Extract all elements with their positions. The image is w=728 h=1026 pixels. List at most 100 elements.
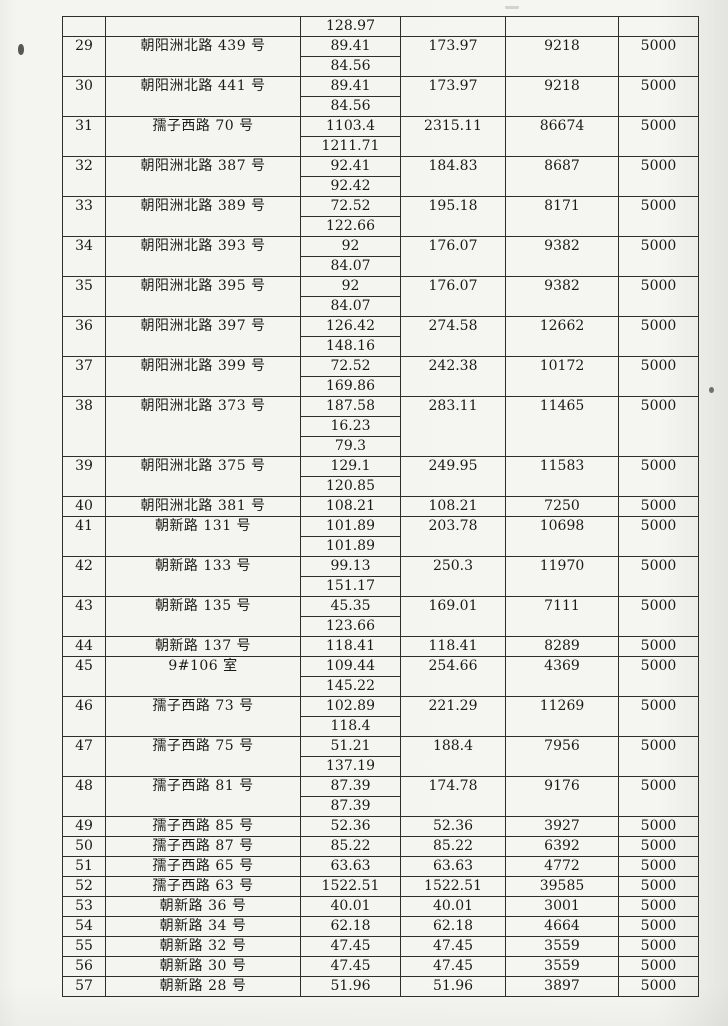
amount-cell: 86674 [505, 116, 619, 157]
table-row: 48 孺子西路 81 号 87.39 174.78 9176 5000 [62, 776, 699, 817]
table-row: 31 孺子西路 70 号 1103.4 2315.11 86674 5000 [62, 116, 699, 157]
amount-cell: 8687 [505, 156, 619, 197]
table-subrow: 137.19 [63, 756, 699, 777]
address-cell: 朝阳洲北路 439 号 [105, 36, 301, 77]
amount-cell [505, 16, 619, 37]
sub-area-cell: 72.52 [300, 356, 401, 377]
total-area-cell: 176.07 [400, 276, 506, 317]
sub-area-cell: 151.17 [300, 576, 401, 597]
total-area-cell: 62.18 [400, 916, 506, 937]
row-number-cell: 55 [62, 936, 106, 957]
fee-cell: 5000 [618, 596, 699, 637]
sub-area-cell: 137.19 [300, 756, 401, 777]
table-subrow: 169.86 [63, 376, 699, 397]
fee-cell: 5000 [618, 976, 699, 997]
sub-area-cell: 92 [300, 276, 401, 297]
sub-area-cell: 84.07 [300, 256, 401, 277]
table-row: 45 9#106 室 109.44 254.66 4369 5000 [62, 656, 699, 697]
address-cell: 朝新路 133 号 [105, 556, 301, 597]
row-number-cell: 49 [62, 816, 106, 837]
total-area-cell: 40.01 [400, 896, 506, 917]
table-subrow: 118.4 [63, 716, 699, 737]
table-row: 44 朝新路 137 号 118.41 118.41 8289 5000 [62, 636, 699, 657]
amount-cell: 9382 [505, 236, 619, 277]
row-number-cell: 34 [62, 236, 106, 277]
row-number-cell: 48 [62, 776, 106, 817]
row-number-cell: 36 [62, 316, 106, 357]
sub-area-cell: 122.66 [300, 216, 401, 237]
total-area-cell: 184.83 [400, 156, 506, 197]
amount-cell: 11269 [505, 696, 619, 737]
amount-cell: 9218 [505, 36, 619, 77]
sub-area-cell: 84.07 [300, 296, 401, 317]
sub-area-cell: 145.22 [300, 676, 401, 697]
sub-area-cell: 129.1 [300, 456, 401, 477]
fee-cell [618, 16, 699, 37]
amount-cell: 4369 [505, 656, 619, 697]
address-cell: 孺子西路 81 号 [105, 776, 301, 817]
row-number-cell: 57 [62, 976, 106, 997]
sub-area-cell: 101.89 [300, 536, 401, 557]
fee-cell: 5000 [618, 76, 699, 117]
table-row: 38 朝阳洲北路 373 号 187.58 283.11 11465 5000 [62, 396, 699, 457]
address-cell: 朝新路 137 号 [105, 636, 301, 657]
total-area-cell: 63.63 [400, 856, 506, 877]
address-cell: 孺子西路 75 号 [105, 736, 301, 777]
table-row: 51 孺子西路 65 号 63.63 63.63 4772 5000 [62, 856, 699, 877]
address-cell: 朝新路 30 号 [105, 956, 301, 977]
fee-cell: 5000 [618, 156, 699, 197]
total-area-cell: 174.78 [400, 776, 506, 817]
sub-area-cell: 1103.4 [300, 116, 401, 137]
row-number-cell: 54 [62, 916, 106, 937]
amount-cell: 3897 [505, 976, 619, 997]
total-area-cell: 173.97 [400, 36, 506, 77]
sub-area-cell: 89.41 [300, 36, 401, 57]
row-number-cell: 39 [62, 456, 106, 497]
row-number-cell: 31 [62, 116, 106, 157]
row-number-cell: 42 [62, 556, 106, 597]
table-subrow: 122.66 [63, 216, 699, 237]
table-row: 54 朝新路 34 号 62.18 62.18 4664 5000 [62, 916, 699, 937]
scan-artifact [709, 387, 714, 393]
total-area-cell: 249.95 [400, 456, 506, 497]
sub-area-cell: 92 [300, 236, 401, 257]
row-number-cell: 43 [62, 596, 106, 637]
table-row: 34 朝阳洲北路 393 号 92 176.07 9382 5000 [62, 236, 699, 277]
amount-cell: 3559 [505, 956, 619, 977]
row-number-cell: 37 [62, 356, 106, 397]
table-row: 47 孺子西路 75 号 51.21 188.4 7956 5000 [62, 736, 699, 777]
sub-area-cell: 84.56 [300, 96, 401, 117]
address-cell: 朝阳洲北路 399 号 [105, 356, 301, 397]
amount-cell: 11465 [505, 396, 619, 457]
row-number-cell: 45 [62, 656, 106, 697]
sub-area-cell: 1522.51 [300, 876, 401, 897]
total-area-cell: 221.29 [400, 696, 506, 737]
row-number-cell: 33 [62, 196, 106, 237]
sub-area-cell: 47.45 [300, 956, 401, 977]
total-area-cell: 283.11 [400, 396, 506, 457]
row-number-cell: 46 [62, 696, 106, 737]
sub-area-cell: 123.66 [300, 616, 401, 637]
fee-cell: 5000 [618, 876, 699, 897]
row-number-cell: 44 [62, 636, 106, 657]
table-row: 42 朝新路 133 号 99.13 250.3 11970 5000 [62, 556, 699, 597]
sub-area-cell: 101.89 [300, 516, 401, 537]
row-number-cell: 38 [62, 396, 106, 457]
table-row: 50 孺子西路 87 号 85.22 85.22 6392 5000 [62, 836, 699, 857]
table-subrow: 16.23 [63, 416, 699, 437]
table-row: 35 朝阳洲北路 395 号 92 176.07 9382 5000 [62, 276, 699, 317]
sub-area-cell: 118.4 [300, 716, 401, 737]
table-subrow: 151.17 [63, 576, 699, 597]
sub-area-cell: 72.52 [300, 196, 401, 217]
table-row: 46 孺子西路 73 号 102.89 221.29 11269 5000 [62, 696, 699, 737]
amount-cell: 11583 [505, 456, 619, 497]
sub-area-cell: 1211.71 [300, 136, 401, 157]
address-cell: 朝新路 135 号 [105, 596, 301, 637]
sub-area-cell: 51.21 [300, 736, 401, 757]
amount-cell: 3927 [505, 816, 619, 837]
fee-cell: 5000 [618, 936, 699, 957]
amount-cell: 9382 [505, 276, 619, 317]
amount-cell: 10172 [505, 356, 619, 397]
row-number-cell: 29 [62, 36, 106, 77]
